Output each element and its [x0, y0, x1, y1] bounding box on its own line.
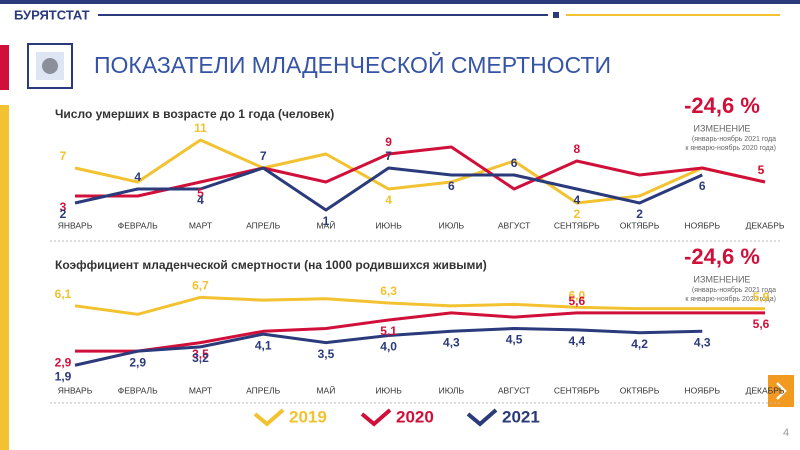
legend-swatch	[360, 408, 392, 427]
slide-title: ПОКАЗАТЕЛИ МЛАДЕНЧЕСКОЙ СМЕРТНОСТИ	[94, 51, 611, 78]
data-label: 1	[323, 214, 330, 228]
data-label: 4	[134, 170, 141, 184]
line-2019	[74, 295, 765, 316]
data-label: 4,2	[631, 337, 648, 351]
data-label: 8	[573, 142, 580, 156]
x-tick-label: АПРЕЛЬ	[246, 220, 281, 230]
x-tick-label: ФЕВРАЛЬ	[118, 220, 158, 230]
change-note: к январю-ноябрь 2020 года)	[685, 144, 776, 152]
x-tick-label: АПРЕЛЬ	[246, 385, 281, 395]
data-label: 5	[197, 186, 204, 200]
data-label: 2	[60, 207, 67, 221]
data-label: 4	[385, 193, 392, 207]
change-label: ИЗМЕНЕНИЕ	[694, 274, 751, 284]
x-tick-label: ИЮЛЬ	[439, 220, 465, 230]
data-label: 3,2	[192, 351, 209, 365]
data-label: 3,5	[192, 347, 209, 361]
line-2021	[74, 166, 703, 212]
chart-title: Число умерших в возрасте до 1 года (чело…	[55, 107, 334, 121]
side-bar	[0, 105, 9, 450]
x-tick-label: СЕНТЯБРЬ	[554, 220, 600, 230]
data-label: 7	[60, 149, 67, 163]
data-label: 6,7	[192, 278, 209, 292]
x-tick-label: ЯНВАРЬ	[58, 385, 93, 395]
x-tick-label: МАЙ	[316, 219, 335, 230]
top-bar	[0, 0, 800, 4]
x-tick-label: СЕНТЯБРЬ	[554, 385, 600, 395]
line-2020	[75, 145, 766, 198]
data-label: 4,3	[694, 335, 711, 349]
data-label: 6,1	[55, 287, 72, 301]
side-bar	[0, 45, 9, 90]
change-value: -24,6 %	[684, 244, 760, 269]
data-label: 9	[385, 135, 392, 149]
data-label: 7	[260, 149, 267, 163]
x-tick-label: ИЮЛЬ	[439, 385, 465, 395]
next-arrow	[776, 382, 787, 400]
data-label: 1,9	[55, 369, 72, 383]
data-label: 6	[511, 156, 518, 170]
data-label: 3	[60, 200, 67, 214]
change-note: к январю-ноябрь 2020 года)	[685, 295, 776, 303]
x-tick-label: МАЙ	[316, 384, 335, 395]
x-tick-label: АВГУСТ	[498, 385, 530, 395]
header-dot	[553, 12, 559, 18]
change-note: (январь-ноябрь 2021 года	[692, 135, 776, 143]
legend-swatch	[253, 408, 285, 427]
change-label: ИЗМЕНЕНИЕ	[694, 123, 751, 133]
data-label: 2,9	[129, 355, 146, 369]
data-label: 7	[385, 149, 392, 163]
legend-label: 2019	[289, 407, 327, 426]
data-label: 5,1	[380, 324, 397, 338]
data-label: 4	[197, 193, 204, 207]
data-label: 5,6	[753, 317, 770, 331]
chart-title: Коэффициент младенческой смертности (на …	[55, 258, 487, 272]
data-label: 4,1	[255, 338, 272, 352]
brand: БУРЯТСТАТ	[14, 7, 90, 22]
line-2019	[74, 138, 766, 205]
x-tick-label: ДЕКАБРЬ	[746, 220, 785, 230]
x-tick-label: АВГУСТ	[498, 220, 530, 230]
data-label: 5	[758, 163, 765, 177]
x-tick-label: ДЕКАБРЬ	[746, 385, 785, 395]
data-label: 4,5	[506, 333, 523, 347]
data-label: 6,0	[568, 288, 585, 302]
next-button[interactable]	[768, 375, 794, 407]
data-label: 2	[573, 207, 580, 221]
x-tick-label: ОКТЯБРЬ	[620, 220, 660, 230]
data-label: 4,0	[380, 340, 397, 354]
data-label: 6	[448, 179, 455, 193]
x-tick-label: НОЯБРЬ	[685, 385, 721, 395]
data-label: 11	[194, 121, 207, 135]
data-label: 4	[573, 193, 580, 207]
x-tick-label: ЯНВАРЬ	[58, 220, 93, 230]
x-tick-label: ФЕВРАЛЬ	[118, 385, 158, 395]
x-tick-label: МАРТ	[189, 220, 212, 230]
x-tick-label: ИЮНЬ	[375, 220, 402, 230]
data-label: 4,3	[443, 335, 460, 349]
data-label: 2	[636, 207, 643, 221]
data-label: 5,6	[568, 294, 585, 308]
page-number: 4	[783, 427, 789, 439]
data-label: 3,5	[318, 347, 335, 361]
x-tick-label: ОКТЯБРЬ	[620, 385, 660, 395]
data-label: 5,9	[753, 290, 770, 304]
line-2021	[74, 326, 703, 367]
data-label: 2,9	[55, 355, 72, 369]
data-label: 6	[699, 179, 706, 193]
data-label: 4,4	[568, 334, 585, 348]
legend-swatch	[466, 408, 498, 427]
change-value: -24,6 %	[684, 93, 760, 118]
legend-label: 2021	[502, 407, 540, 426]
x-tick-label: ИЮНЬ	[375, 385, 402, 395]
data-label: 6,3	[380, 284, 397, 298]
line-2020	[75, 311, 765, 353]
logo-icon	[42, 58, 58, 74]
legend-label: 2020	[396, 407, 434, 426]
data-label: 5	[758, 163, 765, 177]
x-tick-label: НОЯБРЬ	[685, 220, 721, 230]
x-tick-label: МАРТ	[189, 385, 212, 395]
change-note: (январь-ноябрь 2021 года	[692, 286, 776, 294]
